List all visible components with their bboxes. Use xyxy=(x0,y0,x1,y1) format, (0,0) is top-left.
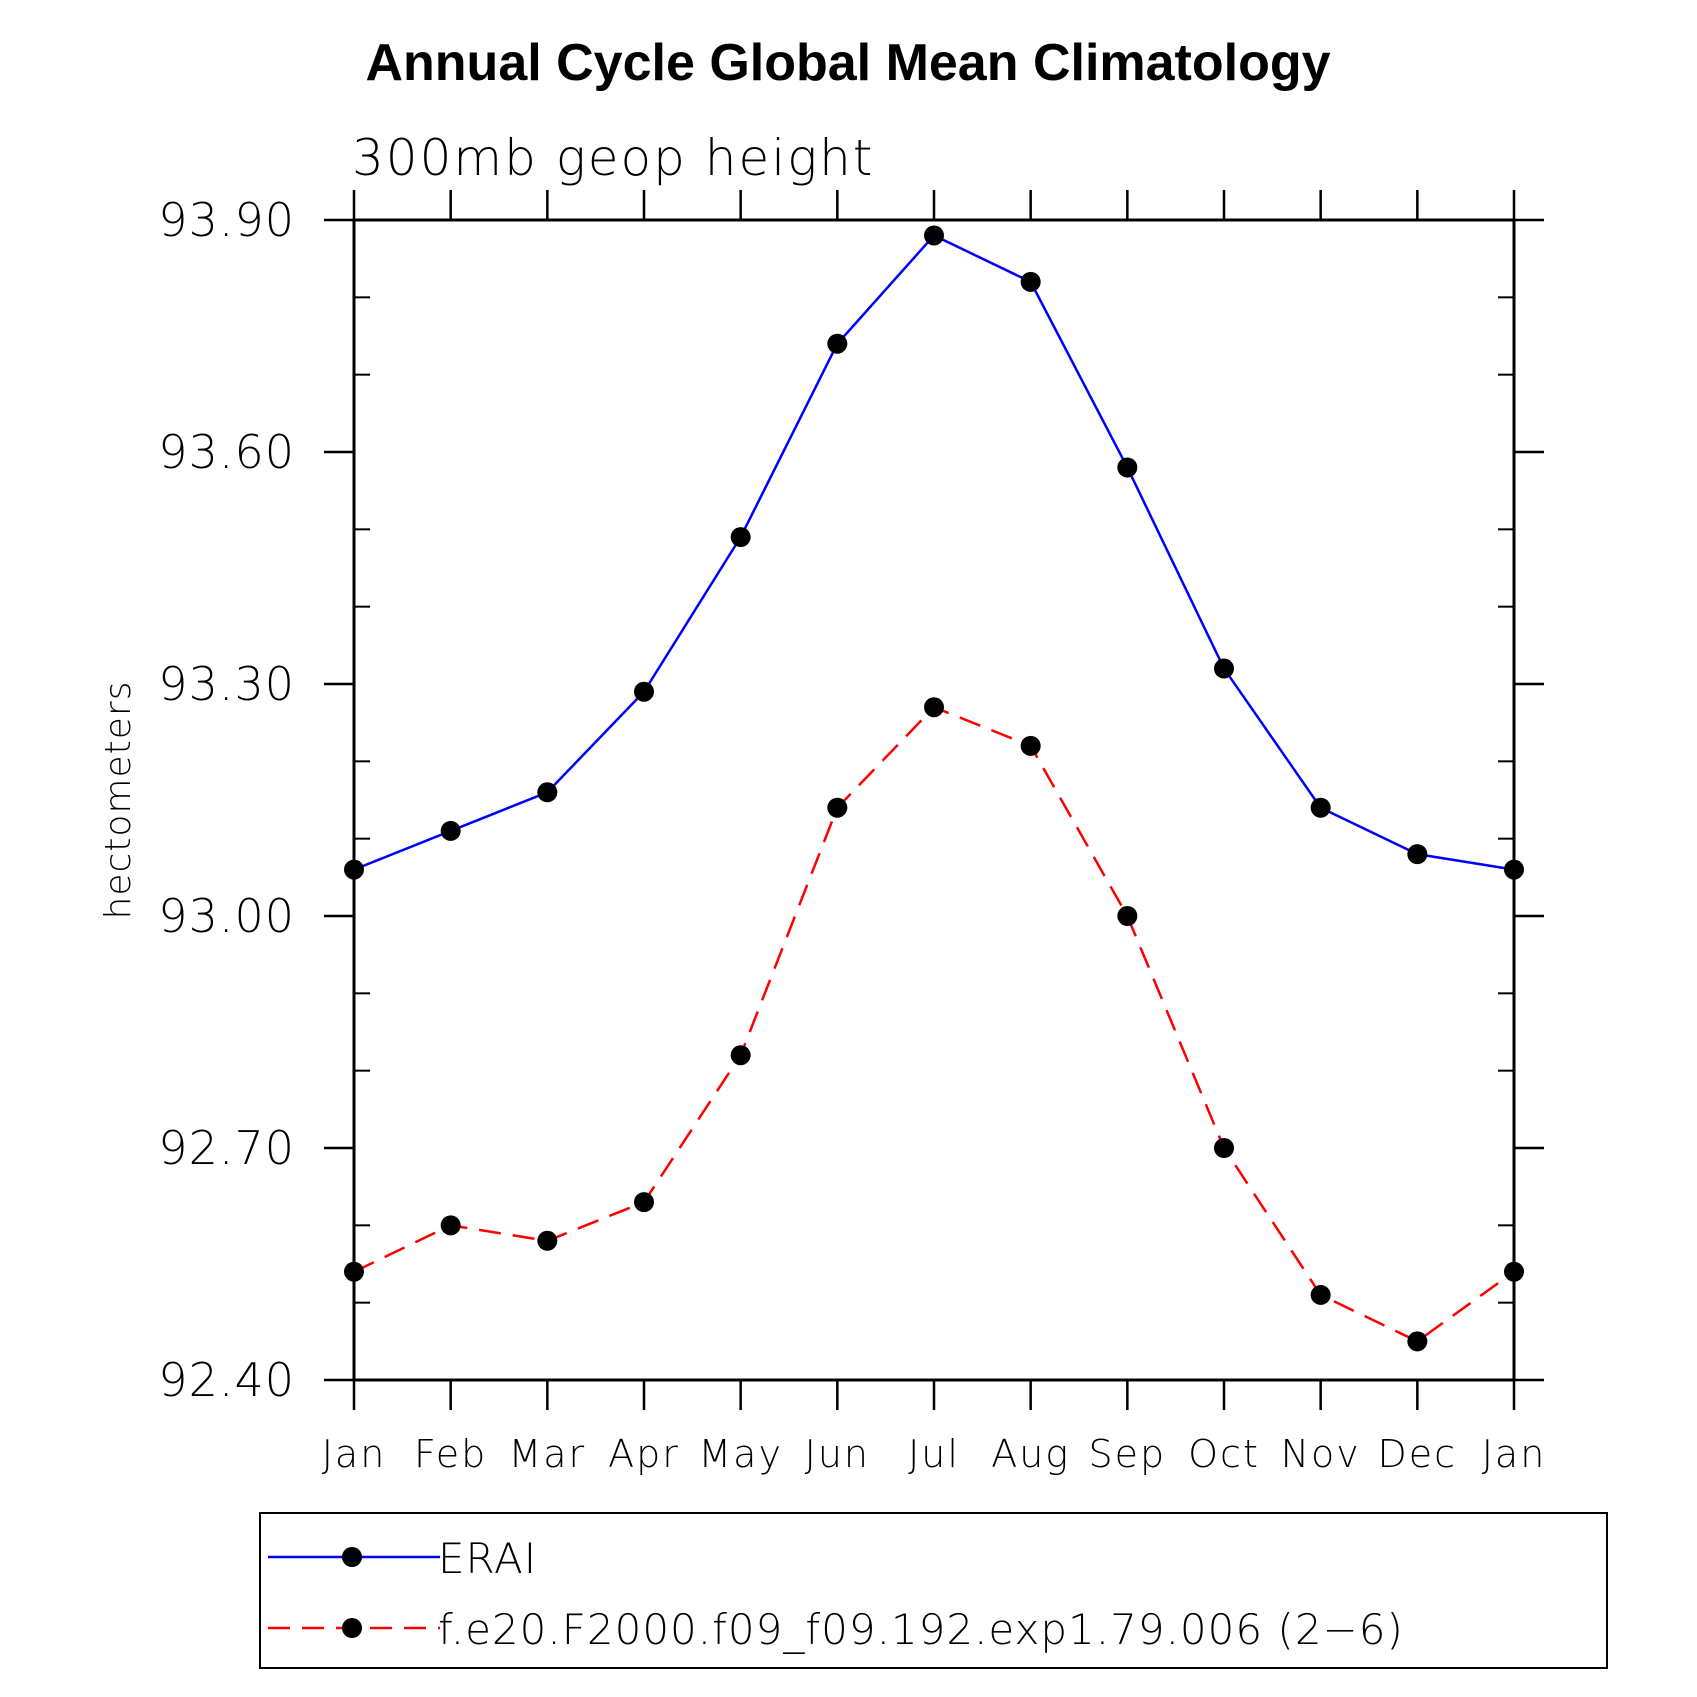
data-point xyxy=(1020,271,1041,292)
x-tick-label: Mar xyxy=(508,1432,586,1476)
legend-label-model: f.e20.F2000.f09_f09.192.exp1.79.006 (2−6… xyxy=(438,1605,1404,1654)
data-point xyxy=(1310,1284,1331,1305)
data-point xyxy=(924,225,944,246)
series-line-0 xyxy=(353,233,1515,871)
axis-ticks xyxy=(324,190,1544,1410)
data-point xyxy=(634,681,654,702)
x-tick-label: Jul xyxy=(908,1432,960,1476)
x-tick-label: Feb xyxy=(414,1432,487,1476)
plot-frame xyxy=(352,218,1516,1382)
data-point xyxy=(634,1192,654,1213)
data-point xyxy=(1214,658,1234,679)
y-tick-label: 93.90 xyxy=(158,193,295,247)
data-point xyxy=(1214,1138,1234,1158)
chart-title: Annual Cycle Global Mean Climatology xyxy=(365,34,1330,92)
legend-label-erai: ERAI xyxy=(438,1534,537,1583)
legend-marker-erai xyxy=(342,1547,362,1567)
legend: ERAI f.e20.F2000.f09_f09.192.exp1.79.006… xyxy=(259,1512,1608,1669)
x-tick-label: Dec xyxy=(1378,1432,1458,1476)
x-tick-label: Jan xyxy=(1482,1432,1547,1476)
x-tick-labels: Jan Feb Mar Apr May Jun Jul Aug Sep Oct Nov Dec Jan xyxy=(322,1432,1547,1476)
series-line-1 xyxy=(353,705,1515,1343)
data-point xyxy=(1117,906,1138,926)
data-point xyxy=(440,820,461,841)
data-point xyxy=(730,1045,751,1066)
plot-series xyxy=(344,225,1524,1352)
y-axis-label: hectometers xyxy=(98,681,139,920)
data-point xyxy=(1407,1331,1428,1352)
x-tick-label: Jun xyxy=(805,1432,870,1476)
data-point xyxy=(1407,844,1428,865)
x-tick-label: Apr xyxy=(608,1432,680,1476)
x-tick-label: Jan xyxy=(322,1432,387,1476)
data-point xyxy=(537,1230,558,1251)
y-tick-label: 92.70 xyxy=(158,1121,295,1175)
legend-marker-model xyxy=(342,1618,362,1638)
x-tick-label: Sep xyxy=(1089,1432,1167,1476)
y-tick-labels: 93.90 93.60 93.30 93.00 92.70 92.40 xyxy=(158,193,295,1407)
x-tick-label: May xyxy=(698,1432,783,1476)
y-tick-label: 93.00 xyxy=(158,889,295,943)
y-tick-label: 93.60 xyxy=(158,425,295,479)
x-tick-label: Oct xyxy=(1188,1432,1260,1476)
x-tick-label: Aug xyxy=(991,1432,1070,1476)
chart-subtitle: 300mb geop height xyxy=(352,129,874,187)
data-point xyxy=(440,1215,461,1236)
x-tick-label: Nov xyxy=(1281,1432,1361,1476)
y-tick-label: 93.30 xyxy=(158,657,295,711)
data-point xyxy=(1310,797,1331,818)
data-point xyxy=(1117,457,1138,478)
legend-box xyxy=(259,1512,1608,1669)
data-point xyxy=(1020,735,1041,756)
y-tick-label: 92.40 xyxy=(158,1353,295,1407)
data-point xyxy=(924,697,944,718)
data-point xyxy=(827,797,848,818)
data-point xyxy=(730,527,751,548)
data-point xyxy=(537,782,558,803)
data-point xyxy=(827,333,848,354)
